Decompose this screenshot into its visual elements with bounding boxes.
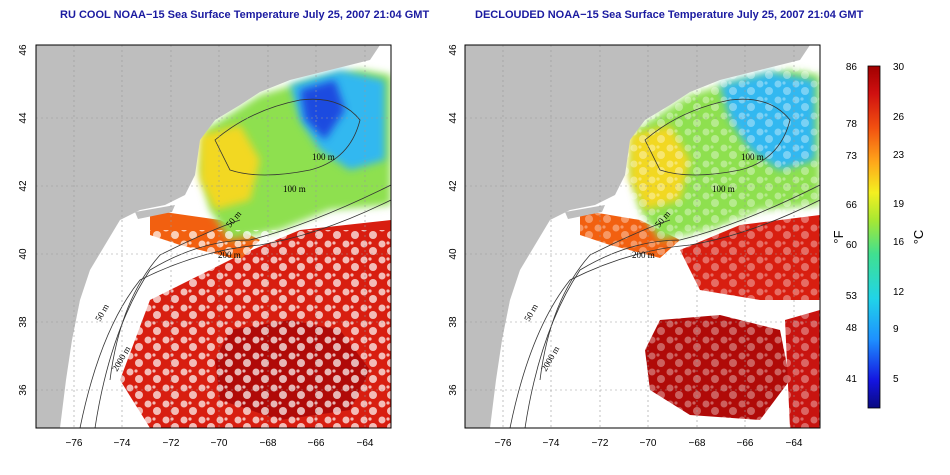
fahrenheit-tick: 60 [846, 240, 858, 251]
lat-tick-label: 42 [448, 180, 459, 192]
lon-tick-label: −76 [66, 438, 83, 449]
contour-2000m [509, 199, 820, 428]
lon-tick-label: −72 [592, 438, 609, 449]
lat-tick-label: 36 [18, 384, 29, 396]
contour-label: 100 m [283, 184, 306, 194]
left-map-title: RU COOL NOAA−15 Sea Surface Temperature … [60, 9, 430, 21]
lon-tick-label: −68 [260, 438, 277, 449]
contour-label: 200 m [632, 250, 655, 260]
celsius-tick: 30 [893, 62, 905, 73]
lat-tick-label: 42 [18, 180, 29, 192]
lon-tick-label: −74 [543, 438, 560, 449]
celsius-tick: 5 [893, 374, 899, 385]
right-lon-axis: −76 −74 −72 −70 −68 −66 −64 [495, 438, 803, 449]
lon-tick-label: −76 [495, 438, 512, 449]
right-map-title: DECLOUDED NOAA−15 Sea Surface Temperatur… [475, 9, 864, 21]
left-lat-axis: 36 38 40 42 44 46 [18, 44, 29, 396]
lon-tick-label: −66 [737, 438, 754, 449]
contour-200m [524, 184, 820, 428]
right-map-frame [464, 44, 821, 429]
lon-tick-label: −66 [308, 438, 325, 449]
celsius-tick: 16 [893, 237, 905, 248]
long-island [135, 205, 175, 219]
blue-upwelling [300, 80, 345, 140]
colorbar: 86 78 73 66 60 53 48 41 30 26 23 19 16 1… [831, 62, 926, 409]
left-map: 100 m 100 m 50 m 200 m 50 m 2000 m −76 −… [18, 44, 392, 449]
contour-100m-gulf [214, 98, 361, 176]
lat-tick-label: 36 [448, 384, 459, 396]
lat-tick-label: 44 [18, 112, 29, 124]
fahrenheit-tick: 73 [846, 151, 858, 162]
celsius-tick: 19 [893, 199, 905, 210]
lat-tick-label: 46 [18, 44, 29, 56]
contour-2000m [79, 199, 391, 428]
fahrenheit-tick: 86 [846, 62, 858, 73]
left-lon-axis: −76 −74 −72 −70 −68 −66 −64 [66, 438, 374, 449]
lat-tick-label: 38 [448, 316, 459, 328]
lon-tick-label: −64 [786, 438, 803, 449]
celsius-tick: 26 [893, 112, 905, 123]
right-lat-axis: 36 38 40 42 44 46 [448, 44, 459, 396]
contour-label: 100 m [712, 184, 735, 194]
fahrenheit-tick: 78 [846, 119, 858, 130]
contour-label: 100 m [312, 152, 335, 162]
lat-tick-label: 44 [448, 112, 459, 124]
right-map: 100 m 100 m 50 m 200 m 50 m 2000 m −76 −… [448, 44, 821, 449]
contour-label: 200 m [218, 250, 241, 260]
celsius-tick: 23 [893, 150, 905, 161]
contour-50m [539, 219, 671, 381]
contour-100m-gulf [644, 98, 791, 176]
contour-label: 100 m [741, 152, 764, 162]
fahrenheit-tick: 48 [846, 323, 858, 334]
lat-tick-label: 40 [18, 248, 29, 260]
yellow-shelf-water [200, 125, 260, 210]
lon-tick-label: −72 [163, 438, 180, 449]
colorbar-gradient [867, 65, 881, 409]
fahrenheit-tick: 41 [846, 374, 858, 385]
lon-tick-label: −68 [689, 438, 706, 449]
contour-50m [109, 219, 241, 381]
celsius-tick: 9 [893, 324, 899, 335]
lon-tick-label: −64 [357, 438, 374, 449]
lon-tick-label: −70 [640, 438, 657, 449]
long-island [565, 205, 605, 219]
lat-tick-label: 40 [448, 248, 459, 260]
celsius-unit-label: °C [911, 230, 926, 245]
lon-tick-label: −74 [114, 438, 131, 449]
left-map-frame [35, 44, 392, 429]
fahrenheit-unit-label: °F [831, 230, 846, 243]
lon-tick-label: −70 [211, 438, 228, 449]
fahrenheit-tick: 53 [846, 291, 858, 302]
lat-tick-label: 38 [18, 316, 29, 328]
fahrenheit-tick: 66 [846, 200, 858, 211]
lat-tick-label: 46 [448, 44, 459, 56]
celsius-tick: 12 [893, 287, 905, 298]
contour-200m [94, 184, 391, 428]
